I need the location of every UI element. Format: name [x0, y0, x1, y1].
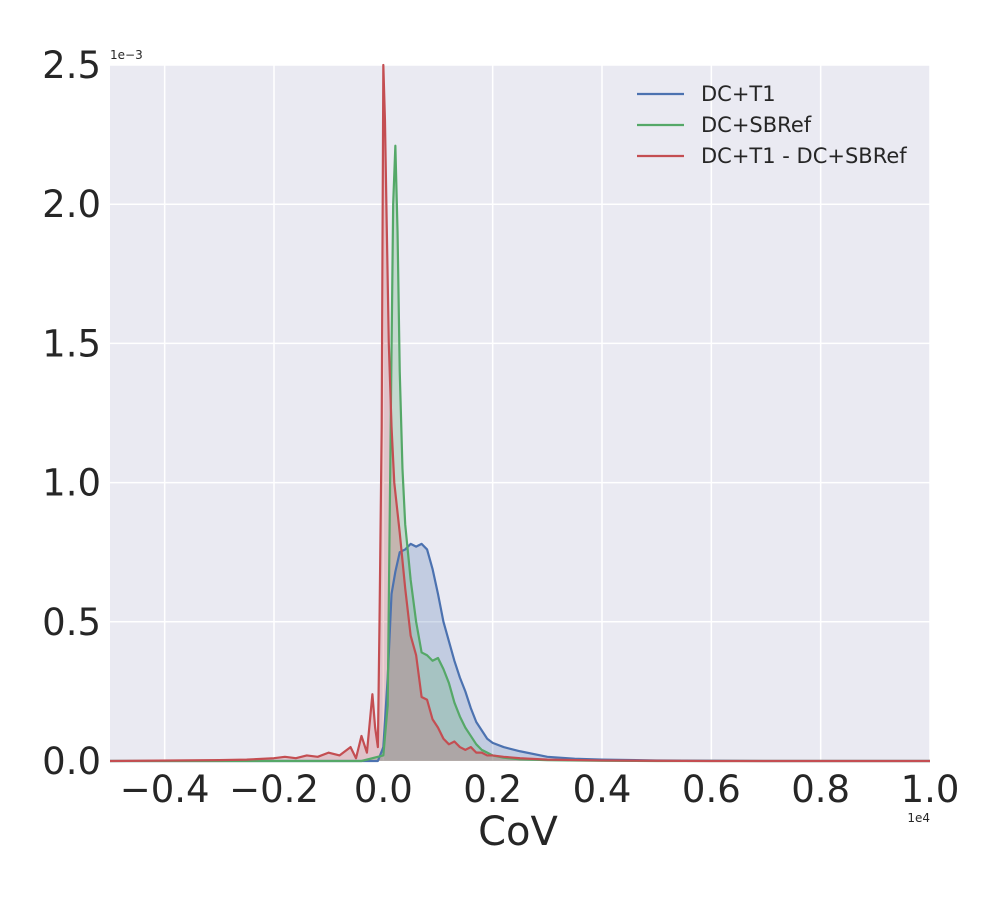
- x-tick-label: 0.0: [354, 768, 413, 811]
- y-tick-label: 2.5: [42, 44, 101, 87]
- x-tick-label: 0.4: [573, 768, 632, 811]
- legend-label-2: DC+T1 - DC+SBRef: [701, 144, 907, 168]
- x-tick-label: 1.0: [901, 768, 960, 811]
- grid: [110, 64, 931, 762]
- x-offset-label: 1e4: [907, 811, 930, 825]
- legend-label-1: DC+SBRef: [701, 113, 812, 137]
- x-tick-labels: −0.4 −0.2 0.0 0.2 0.4 0.6 0.8 1.0: [120, 768, 960, 811]
- x-tick-label: −0.2: [229, 768, 319, 811]
- y-tick-label: 1.5: [42, 322, 101, 365]
- legend: DC+T1 DC+SBRef DC+T1 - DC+SBRef: [637, 82, 907, 168]
- y-offset-label: 1e−3: [110, 48, 143, 62]
- series-lines: [109, 63, 930, 763]
- y-tick-label: 2.0: [42, 183, 101, 226]
- x-tick-label: −0.4: [120, 768, 210, 811]
- x-axis-label: CoV: [478, 809, 558, 855]
- y-tick-label: 1.0: [42, 462, 101, 505]
- x-tick-label: 0.8: [791, 768, 850, 811]
- y-tick-label: 0.5: [42, 601, 101, 644]
- y-tick-labels: 0.0 0.5 1.0 1.5 2.0 2.5: [42, 44, 101, 783]
- legend-label-0: DC+T1: [701, 82, 776, 106]
- plot-background: [110, 65, 930, 761]
- series-line-2: [109, 63, 930, 763]
- y-tick-label: 0.0: [42, 740, 101, 783]
- series-line-0: [110, 542, 930, 763]
- x-tick-label: 0.6: [682, 768, 741, 811]
- x-tick-label: 0.2: [463, 768, 522, 811]
